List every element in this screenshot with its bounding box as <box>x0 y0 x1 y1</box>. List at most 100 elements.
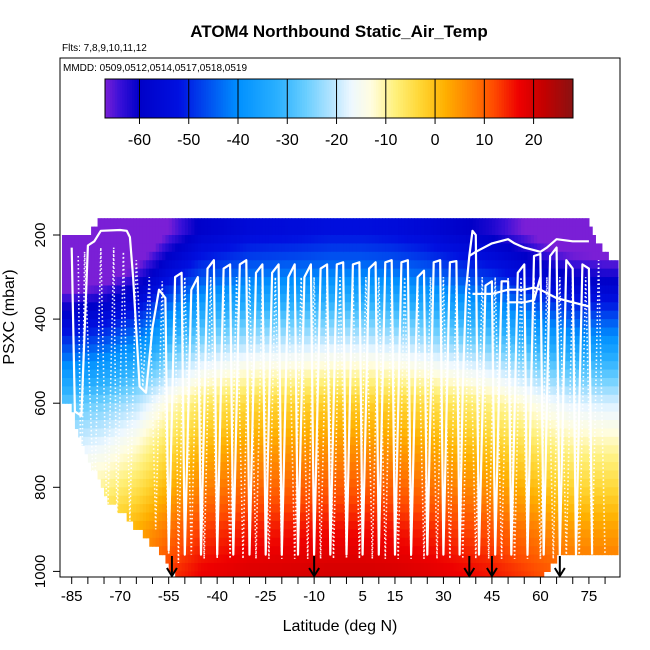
heatmap-cell <box>297 394 302 404</box>
heatmap-cell <box>201 554 205 564</box>
heatmap-cell <box>243 478 247 488</box>
heatmap-cell <box>297 537 302 547</box>
heatmap-cell <box>291 327 296 337</box>
heatmap-cell <box>459 562 464 572</box>
heatmap-cell <box>191 562 196 572</box>
heatmap-cell <box>142 302 147 312</box>
heatmap-cell <box>278 218 283 228</box>
heatmap-cell <box>126 394 131 404</box>
heatmap-cell <box>456 537 461 547</box>
heatmap-cell <box>252 394 257 404</box>
heatmap-cell <box>320 428 325 438</box>
heatmap-cell <box>252 562 257 572</box>
heatmap-cell <box>414 394 419 404</box>
heatmap-cell <box>404 361 409 371</box>
heatmap-cell <box>320 529 325 539</box>
heatmap-cell <box>175 377 179 387</box>
heatmap-cell <box>433 546 438 556</box>
heatmap-cell <box>104 445 108 455</box>
heatmap-cell <box>152 352 157 362</box>
heatmap-cell <box>385 377 390 387</box>
heatmap-cell <box>356 235 360 245</box>
heatmap-cell <box>100 310 105 320</box>
heatmap-cell <box>204 512 209 522</box>
heatmap-cell <box>436 571 441 577</box>
heatmap-cell <box>259 445 264 455</box>
heatmap-cell <box>210 512 215 522</box>
heatmap-cell <box>343 319 348 329</box>
heatmap-cell <box>453 310 457 320</box>
heatmap-cell <box>162 369 167 379</box>
heatmap-cell <box>404 470 409 480</box>
heatmap-cell <box>129 285 134 295</box>
heatmap-cell <box>307 268 312 278</box>
heatmap-cell <box>446 260 451 270</box>
heatmap-cell <box>365 218 370 228</box>
heatmap-cell <box>162 386 167 396</box>
heatmap-cell <box>369 243 373 253</box>
heatmap-cell <box>420 344 425 354</box>
heatmap-cell <box>433 386 438 396</box>
heatmap-cell <box>430 369 435 379</box>
heatmap-cell <box>440 571 445 577</box>
heatmap-cell <box>369 377 373 387</box>
heatmap-cell <box>136 478 141 488</box>
heatmap-cell <box>87 302 92 312</box>
heatmap-cell <box>201 235 205 245</box>
heatmap-cell <box>201 386 205 396</box>
heatmap-cell <box>207 243 212 253</box>
heatmap-cell <box>126 361 131 371</box>
heatmap-cell <box>142 495 147 505</box>
heatmap-cell <box>123 344 128 354</box>
heatmap-cell <box>356 218 360 228</box>
heatmap-cell <box>252 495 257 505</box>
heatmap-cell <box>304 369 309 379</box>
heatmap-cell <box>123 302 128 312</box>
heatmap-cell <box>243 260 247 270</box>
heatmap-cell <box>275 470 280 480</box>
heatmap-cell <box>278 285 283 295</box>
heatmap-cell <box>146 327 150 337</box>
heatmap-cell <box>288 361 293 371</box>
heatmap-cell <box>436 277 441 287</box>
heatmap-cell <box>369 394 373 404</box>
heatmap-cell <box>433 453 438 463</box>
heatmap-cell <box>291 293 296 303</box>
heatmap-cell <box>168 319 173 329</box>
heatmap-cell <box>116 394 121 404</box>
heatmap-cell <box>314 369 318 379</box>
heatmap-cell <box>113 495 118 505</box>
heatmap-cell <box>71 268 76 278</box>
heatmap-cell <box>194 411 199 421</box>
heatmap-cell <box>236 436 241 446</box>
heatmap-cell <box>201 319 205 329</box>
heatmap-cell <box>110 428 115 438</box>
heatmap-cell <box>249 377 254 387</box>
heatmap-cell <box>220 504 225 514</box>
heatmap-cell <box>243 462 247 472</box>
heatmap-cell <box>304 445 309 455</box>
heatmap-cell <box>87 344 92 354</box>
heatmap-cell <box>314 386 318 396</box>
heatmap-cell <box>307 436 312 446</box>
heatmap-cell <box>249 302 254 312</box>
heatmap-cell <box>288 453 293 463</box>
heatmap-cell <box>181 293 186 303</box>
heatmap-cell <box>116 411 121 421</box>
heatmap-cell <box>453 445 457 455</box>
heatmap-cell <box>385 386 390 396</box>
heatmap-cell <box>333 512 338 522</box>
heatmap-cell <box>391 327 396 337</box>
heatmap-cell <box>197 268 202 278</box>
heatmap-cell <box>411 546 415 556</box>
heatmap-cell <box>323 285 328 295</box>
heatmap-cell <box>272 277 276 287</box>
heatmap-cell <box>220 260 225 270</box>
heatmap-cell <box>91 277 95 287</box>
heatmap-cell <box>94 268 99 278</box>
heatmap-cell <box>126 302 131 312</box>
heatmap-cell <box>323 546 328 556</box>
heatmap-cell <box>404 235 409 245</box>
heatmap-cell <box>291 319 296 329</box>
heatmap-cell <box>87 235 92 245</box>
